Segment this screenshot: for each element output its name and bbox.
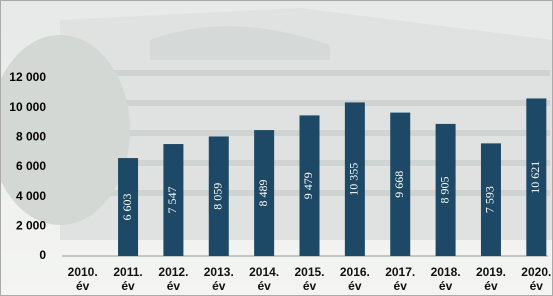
value-label: 6 603 [120,194,134,221]
x-tick-label: 2013. év [202,265,236,293]
x-tick-label: 2010. év [66,265,100,293]
value-label: 9 668 [392,171,406,198]
chart: 0 2 000 4 000 6 000 8 000 10 000 12 000 6 603 7 … [0,0,553,296]
y-tick-label: 8 000 [16,130,46,144]
x-tick-label: 2015. év [293,265,327,293]
x-tick-label: 2014. év [247,265,281,293]
x-tick-label: 2017. év [383,265,417,293]
y-tick-label: 12 000 [9,70,46,84]
value-label: 7 547 [165,187,179,214]
value-label: 8 059 [211,183,225,210]
value-label: 10 355 [347,163,361,196]
y-tick-label: 6 000 [16,159,46,173]
value-label: 8 489 [256,180,270,207]
x-tick-label: 2019. év [474,265,508,293]
value-label: 9 479 [301,172,315,199]
y-tick-label: 4 000 [16,189,46,203]
x-tick-label: 2011. év [111,265,145,293]
value-label: 7 593 [483,186,497,213]
x-tick-label: 2016. év [338,265,372,293]
x-tick-label: 2020. év [519,265,553,293]
value-label: 8 905 [437,176,451,203]
y-tick-label: 0 [39,248,46,262]
y-tick-label: 10 000 [9,100,46,114]
chart-container: 0 2 000 4 000 6 000 8 000 10 000 12 000 6 603 7 … [0,0,553,296]
y-tick-label: 2 000 [16,219,46,233]
x-tick-label: 2018. év [429,265,463,293]
x-tick-label: 2012. év [156,265,190,293]
value-label: 10 621 [528,161,542,194]
